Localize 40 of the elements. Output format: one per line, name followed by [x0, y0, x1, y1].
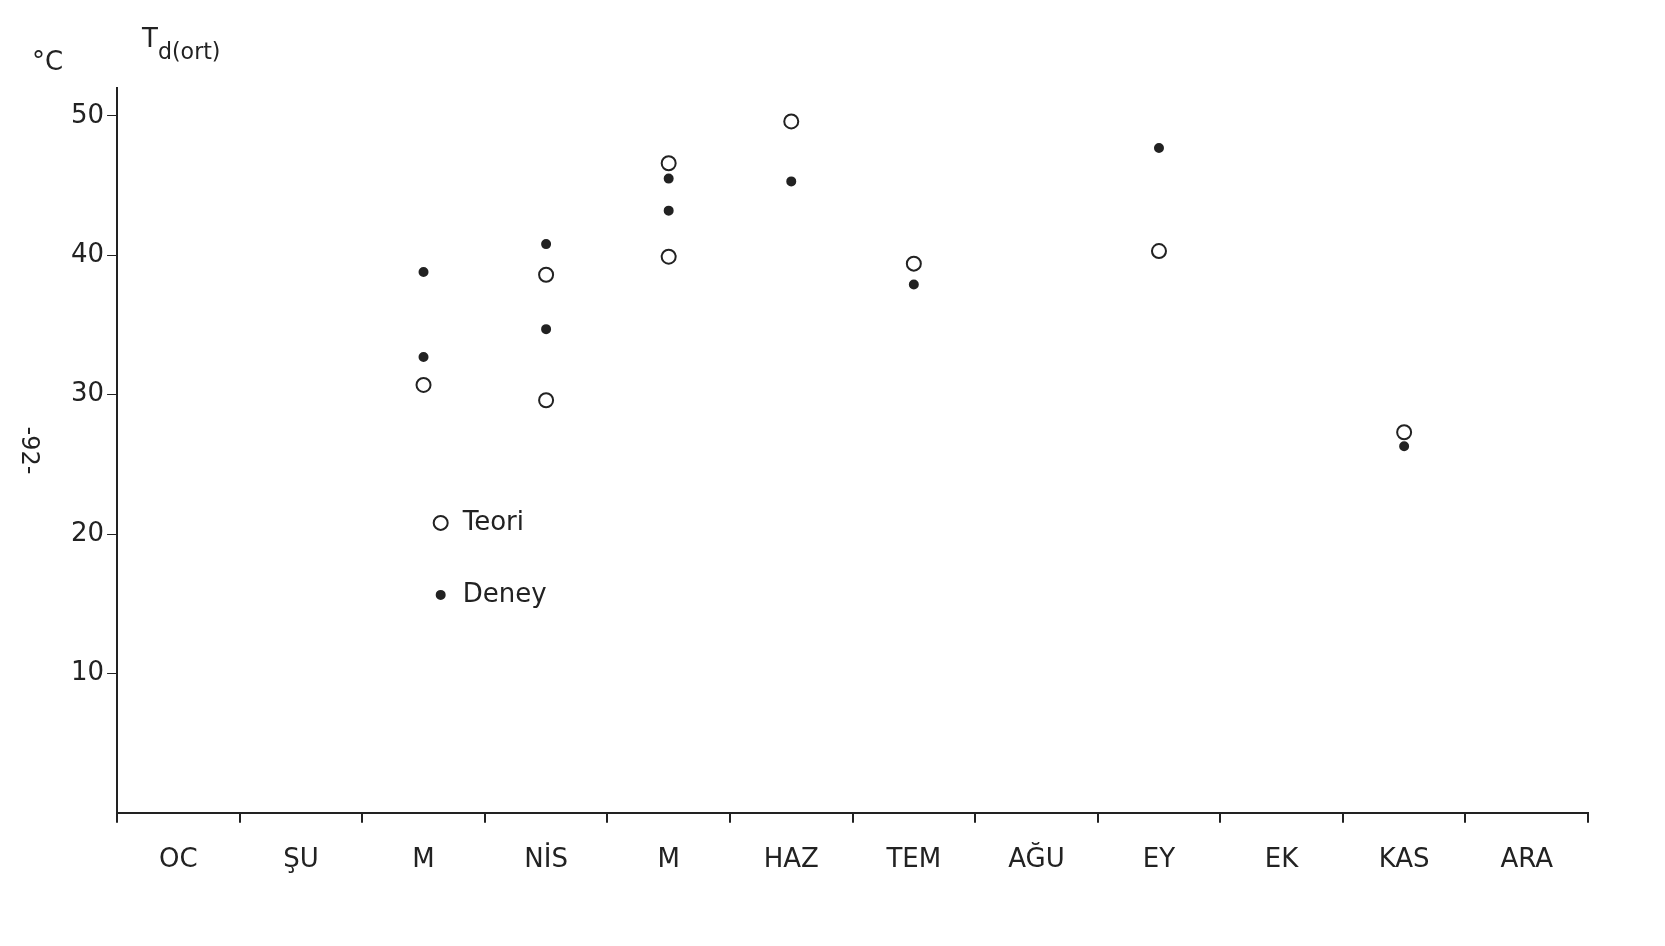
text: -92- [15, 426, 44, 475]
point [541, 239, 552, 250]
y-tick-label: 40 [70, 238, 105, 269]
x-tick-label: AĞU [1008, 842, 1065, 874]
point [663, 173, 674, 184]
x-tick-label: KAS [1378, 843, 1430, 874]
point [541, 324, 552, 335]
point [538, 392, 555, 409]
y-axis-title: °C [32, 45, 64, 76]
point [1153, 142, 1164, 153]
x-tick-label: EY [1142, 843, 1176, 874]
point [538, 266, 555, 283]
point [663, 205, 674, 216]
point [905, 255, 922, 272]
x-tick-label: ŞU [283, 843, 319, 874]
point [783, 113, 800, 130]
y-tick-label: 10 [70, 656, 105, 687]
legend-label: Teori [461, 505, 524, 536]
x-tick-label: HAZ [763, 843, 819, 874]
point [415, 376, 432, 393]
point [1150, 243, 1167, 260]
x-tick-label: ARA [1500, 843, 1554, 874]
x-tick-label: NİS [524, 842, 568, 874]
y-tick-label: 50 [70, 98, 105, 129]
x-tick-label: OC [159, 843, 198, 874]
point [660, 248, 677, 265]
point [418, 266, 429, 277]
x-tick-label: M [657, 843, 680, 874]
point [660, 155, 677, 172]
x-tick-label: EK [1264, 843, 1300, 874]
legend-label: Deney [462, 577, 547, 608]
x-tick-label: M [412, 843, 435, 874]
point [1399, 441, 1410, 452]
point [908, 279, 919, 290]
point [1396, 424, 1413, 441]
point [418, 352, 429, 363]
point [786, 176, 797, 187]
y-tick-label: 20 [70, 516, 105, 547]
x-tick-label: TEM [885, 843, 942, 874]
y-tick-label: 30 [70, 377, 105, 408]
